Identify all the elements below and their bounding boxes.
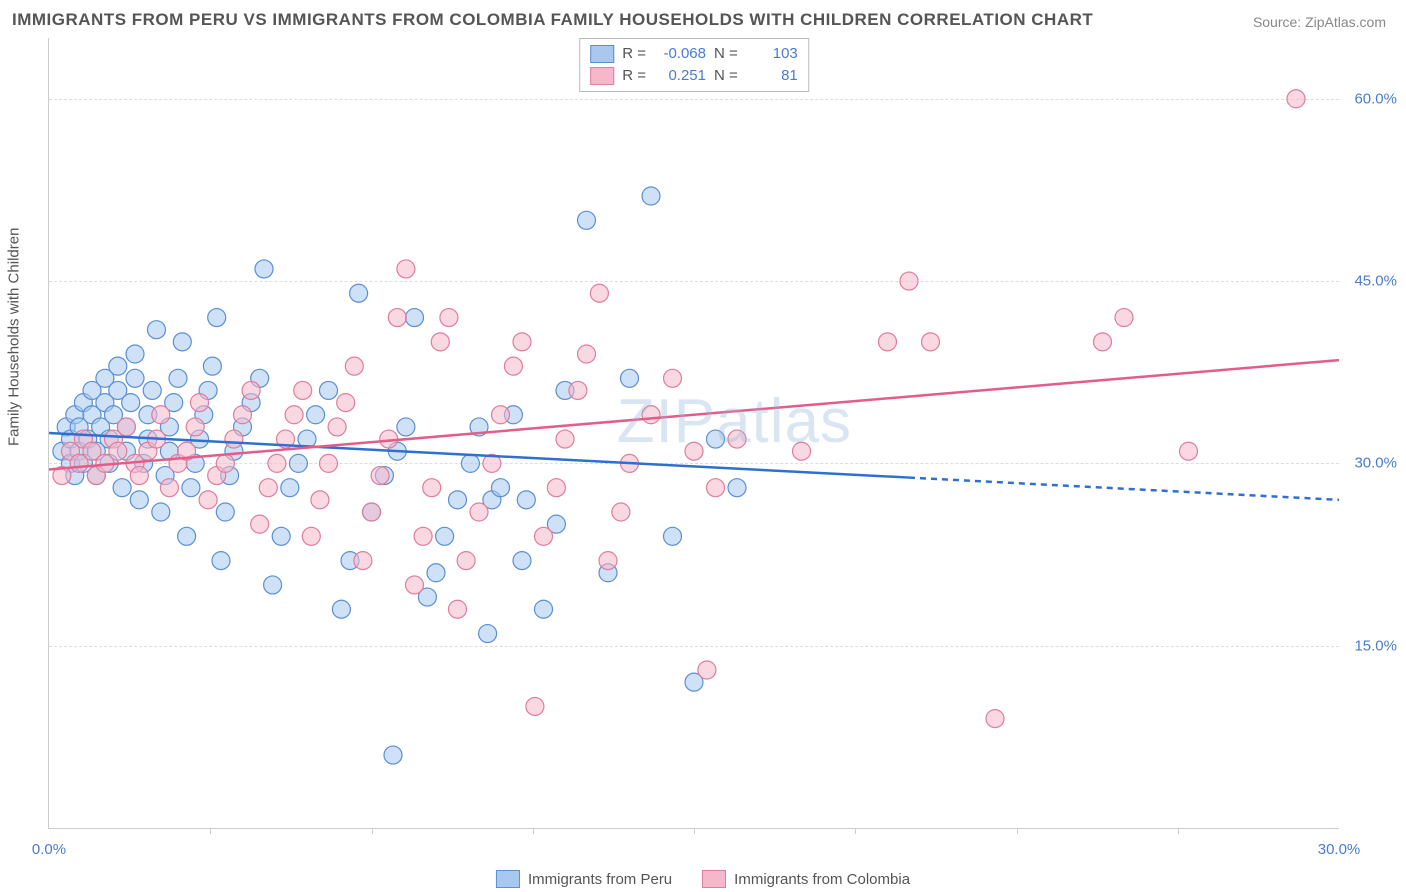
n-label: N = [714,43,738,65]
swatch-peru-icon [590,45,614,63]
stats-legend: R = -0.068 N = 103 R = 0.251 N = 81 [579,38,809,92]
plot-area: 15.0%30.0%45.0%60.0%0.0%30.0% ZIPatlas R… [48,38,1339,829]
peru-n-value: 103 [746,43,798,65]
stats-row-peru: R = -0.068 N = 103 [590,43,798,65]
colombia-n-value: 81 [746,65,798,87]
y-tick-label: 15.0% [1345,637,1397,654]
legend-item-colombia: Immigrants from Colombia [702,870,910,888]
peru-r-value: -0.068 [654,43,706,65]
x-tick-label: 30.0% [1318,841,1361,858]
legend-label-peru: Immigrants from Peru [528,871,672,888]
legend-label-colombia: Immigrants from Colombia [734,871,910,888]
x-tick-label: 0.0% [32,841,66,858]
scatter-svg [49,38,1339,828]
y-axis-label: Family Households with Children [6,228,23,446]
swatch-colombia-icon [702,870,726,888]
y-tick-label: 45.0% [1345,273,1397,290]
n-label: N = [714,65,738,87]
chart-title: IMMIGRANTS FROM PERU VS IMMIGRANTS FROM … [12,10,1093,30]
swatch-peru-icon [496,870,520,888]
bottom-legend: Immigrants from Peru Immigrants from Col… [496,870,910,888]
colombia-r-value: 0.251 [654,65,706,87]
source-label: Source: ZipAtlas.com [1253,14,1386,30]
y-tick-label: 30.0% [1345,455,1397,472]
stats-row-colombia: R = 0.251 N = 81 [590,65,798,87]
r-label: R = [622,65,646,87]
legend-item-peru: Immigrants from Peru [496,870,672,888]
r-label: R = [622,43,646,65]
swatch-colombia-icon [590,67,614,85]
y-tick-label: 60.0% [1345,90,1397,107]
